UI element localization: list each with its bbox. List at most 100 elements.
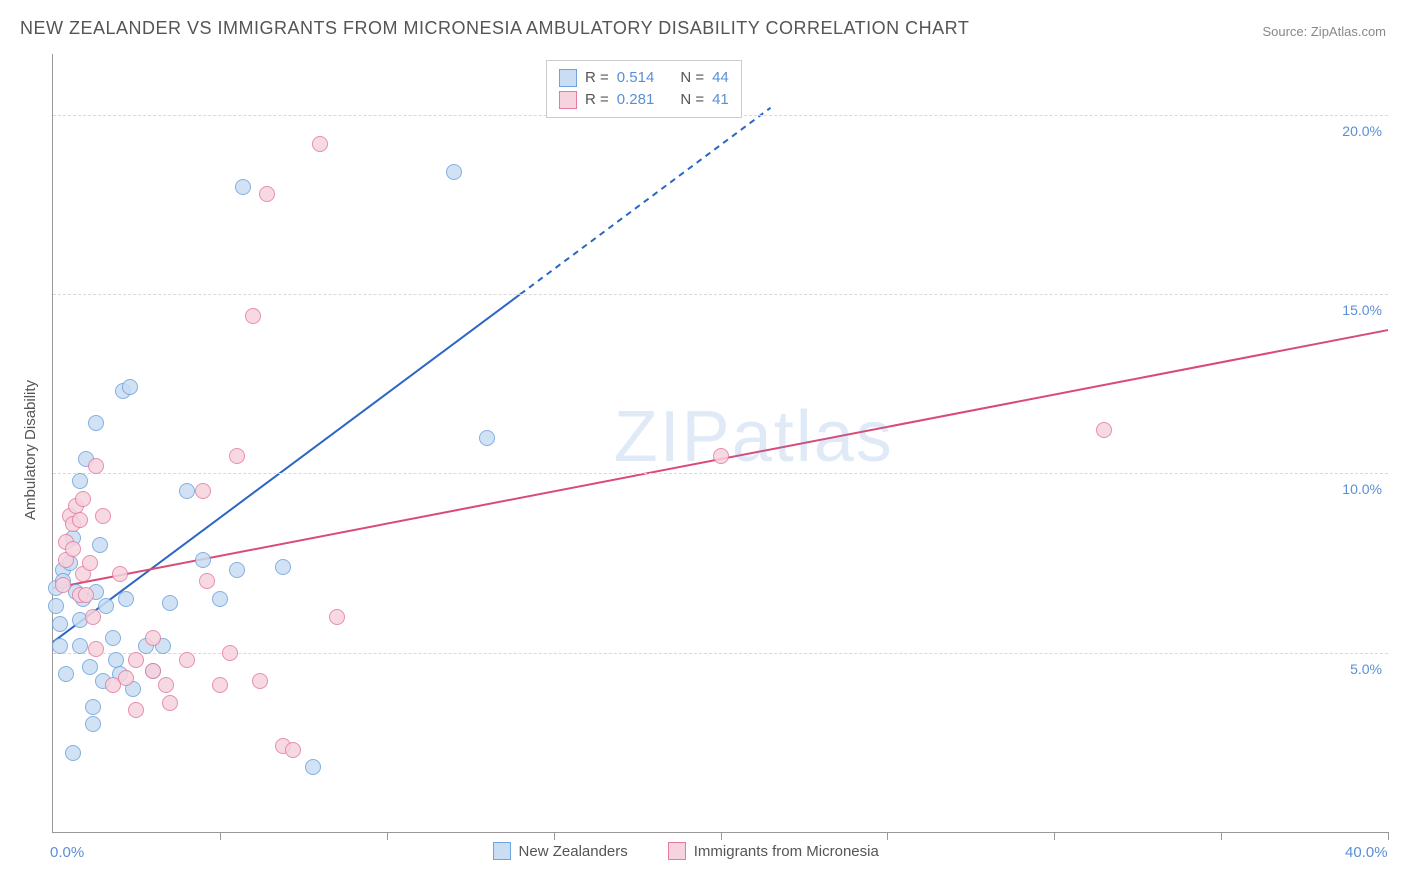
x-axis-tick	[387, 832, 388, 840]
data-point	[82, 555, 98, 571]
data-point	[179, 652, 195, 668]
data-point	[85, 699, 101, 715]
series-swatch	[559, 91, 577, 109]
stat-value-n: 44	[712, 67, 729, 89]
data-point	[275, 559, 291, 575]
data-point	[52, 638, 68, 654]
data-point	[82, 659, 98, 675]
gridline	[53, 473, 1388, 474]
data-point	[88, 458, 104, 474]
trend-line	[520, 108, 770, 294]
data-point	[58, 666, 74, 682]
data-point	[122, 379, 138, 395]
data-point	[312, 136, 328, 152]
data-point	[329, 609, 345, 625]
data-point	[179, 483, 195, 499]
data-point	[158, 677, 174, 693]
data-point	[88, 415, 104, 431]
data-point	[252, 673, 268, 689]
y-axis-tick-label: 10.0%	[1342, 481, 1382, 497]
data-point	[65, 541, 81, 557]
data-point	[75, 491, 91, 507]
data-point	[72, 473, 88, 489]
gridline	[53, 294, 1388, 295]
data-point	[195, 552, 211, 568]
data-point	[95, 508, 111, 524]
x-axis-tick	[721, 832, 722, 840]
x-axis-tick	[1054, 832, 1055, 840]
data-point	[235, 179, 251, 195]
data-point	[85, 609, 101, 625]
data-point	[212, 677, 228, 693]
series-legend: New Zealanders Immigrants from Micronesia	[493, 842, 879, 860]
gridline	[53, 653, 1388, 654]
data-point	[105, 630, 121, 646]
stat-label-r: R =	[585, 67, 609, 89]
stats-row: R = 0.281 N = 41	[559, 89, 729, 111]
scatter-plot: ZIPatlas 5.0%10.0%15.0%20.0%	[52, 54, 1388, 833]
data-point	[55, 577, 71, 593]
data-point	[72, 512, 88, 528]
y-axis-title: Ambulatory Disability	[22, 380, 39, 520]
stats-row: R = 0.514 N = 44	[559, 67, 729, 89]
data-point	[145, 663, 161, 679]
data-point	[98, 598, 114, 614]
stat-value-r: 0.281	[617, 89, 655, 111]
correlation-stats-legend: R = 0.514 N = 44 R = 0.281 N = 41	[546, 60, 742, 118]
data-point	[285, 742, 301, 758]
data-point	[85, 716, 101, 732]
x-axis-min-label: 0.0%	[50, 844, 84, 861]
data-point	[128, 652, 144, 668]
data-point	[162, 595, 178, 611]
data-point	[229, 448, 245, 464]
trend-line	[53, 294, 520, 642]
data-point	[88, 641, 104, 657]
series-swatch	[493, 842, 511, 860]
stat-label-n: N =	[680, 89, 704, 111]
data-point	[713, 448, 729, 464]
y-axis-tick-label: 5.0%	[1350, 661, 1382, 677]
x-axis-tick	[1388, 832, 1389, 840]
data-point	[118, 591, 134, 607]
watermark: ZIPatlas	[614, 396, 894, 478]
data-point	[48, 598, 64, 614]
series-swatch	[559, 69, 577, 87]
stat-label-r: R =	[585, 89, 609, 111]
data-point	[78, 587, 94, 603]
data-point	[195, 483, 211, 499]
data-point	[222, 645, 238, 661]
data-point	[128, 702, 144, 718]
data-point	[245, 308, 261, 324]
data-point	[305, 759, 321, 775]
x-axis-tick	[1221, 832, 1222, 840]
source-attribution: Source: ZipAtlas.com	[1262, 24, 1386, 39]
data-point	[65, 745, 81, 761]
x-axis-tick	[887, 832, 888, 840]
data-point	[162, 695, 178, 711]
data-point	[479, 430, 495, 446]
data-point	[199, 573, 215, 589]
x-axis-max-label: 40.0%	[1345, 844, 1388, 861]
legend-item: New Zealanders	[493, 842, 628, 860]
data-point	[1096, 422, 1112, 438]
legend-label: New Zealanders	[519, 843, 628, 860]
x-axis-tick	[220, 832, 221, 840]
y-axis-tick-label: 20.0%	[1342, 123, 1382, 139]
data-point	[72, 638, 88, 654]
data-point	[229, 562, 245, 578]
stat-label-n: N =	[680, 67, 704, 89]
trend-lines-layer	[53, 54, 1388, 832]
series-swatch	[668, 842, 686, 860]
legend-item: Immigrants from Micronesia	[668, 842, 879, 860]
data-point	[212, 591, 228, 607]
data-point	[52, 616, 68, 632]
chart-title: NEW ZEALANDER VS IMMIGRANTS FROM MICRONE…	[20, 18, 969, 39]
x-axis-tick	[554, 832, 555, 840]
data-point	[259, 186, 275, 202]
stat-value-r: 0.514	[617, 67, 655, 89]
data-point	[92, 537, 108, 553]
stat-value-n: 41	[712, 89, 729, 111]
data-point	[112, 566, 128, 582]
data-point	[446, 164, 462, 180]
legend-label: Immigrants from Micronesia	[694, 843, 879, 860]
